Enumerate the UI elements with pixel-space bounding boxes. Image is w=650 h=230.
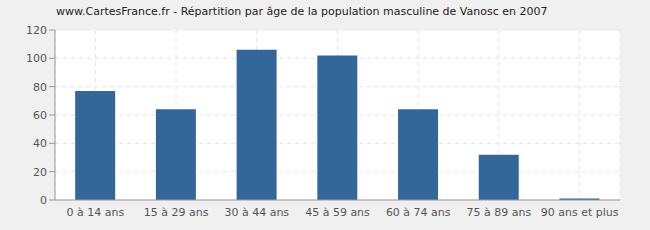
svg-text:120: 120 [26, 24, 47, 37]
svg-text:100: 100 [26, 52, 47, 65]
svg-text:45 à 59 ans: 45 à 59 ans [305, 206, 370, 219]
svg-text:60 à 74 ans: 60 à 74 ans [386, 206, 451, 219]
svg-text:90 ans et plus: 90 ans et plus [541, 206, 619, 219]
html-text:www.CartesFrance.fr - Répartit: www.CartesFrance.fr - Répartition par âg… [56, 5, 548, 18]
svg-text:15 à 29 ans: 15 à 29 ans [144, 206, 209, 219]
svg-text:0 à 14 ans: 0 à 14 ans [67, 206, 125, 219]
svg-text:30 à 44 ans: 30 à 44 ans [224, 206, 289, 219]
svg-text:20: 20 [33, 166, 47, 179]
svg-text:80: 80 [33, 81, 47, 94]
svg-text:0: 0 [40, 194, 47, 207]
svg-text:75 à 89 ans: 75 à 89 ans [467, 206, 532, 219]
svg-text:60: 60 [33, 109, 47, 122]
svg-text:40: 40 [33, 137, 47, 150]
